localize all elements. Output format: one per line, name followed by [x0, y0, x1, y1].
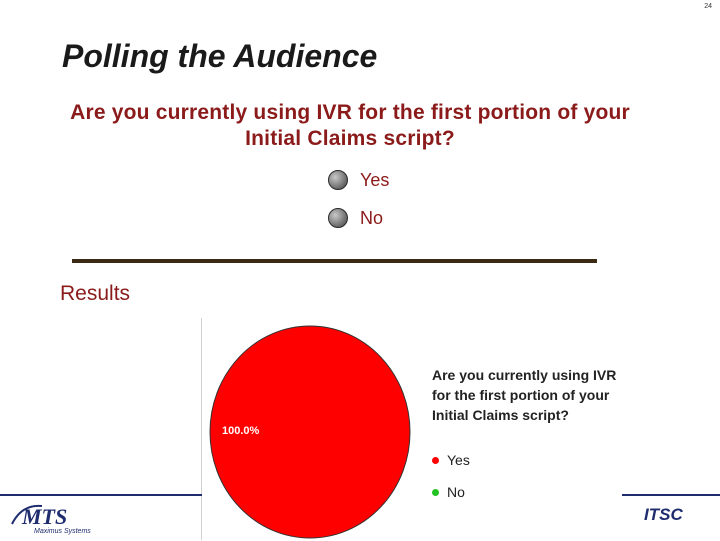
footer-rule-right	[622, 494, 720, 496]
section-divider	[72, 259, 597, 263]
slide-title: Polling the Audience	[62, 38, 378, 74]
logo-tagline: Maximus Systems	[34, 528, 91, 535]
poll-option-no[interactable]: No	[328, 206, 383, 230]
legend-item-yes: Yes	[432, 452, 470, 468]
company-logo: MTS Maximus Systems	[8, 500, 118, 541]
logo-wordmark: MTS	[21, 504, 67, 529]
legend-swatch-icon	[432, 456, 439, 464]
legend-swatch-icon	[432, 488, 439, 496]
pie-data-label: 100.0%	[222, 425, 260, 437]
poll-question: Are you currently using IVR for the firs…	[70, 101, 630, 150]
page-number: 24	[704, 3, 712, 10]
legend-label: No	[447, 484, 465, 500]
poll-option-label: No	[360, 207, 384, 228]
results-heading: Results	[60, 282, 131, 305]
poll-option-yes[interactable]: Yes	[328, 168, 389, 192]
pie-slice-yes	[209, 325, 411, 539]
results-pie-chart	[209, 325, 411, 539]
footer-rule-left	[0, 494, 202, 496]
poll-option-label: Yes	[360, 169, 390, 190]
chart-legend-title: Are you currently using IVR for the firs…	[432, 367, 617, 423]
radio-button-icon[interactable]	[328, 208, 348, 228]
legend-label: Yes	[447, 452, 470, 468]
footer-brand: ITSC	[644, 505, 683, 524]
radio-button-icon[interactable]	[328, 170, 348, 190]
legend-item-no: No	[432, 484, 465, 500]
